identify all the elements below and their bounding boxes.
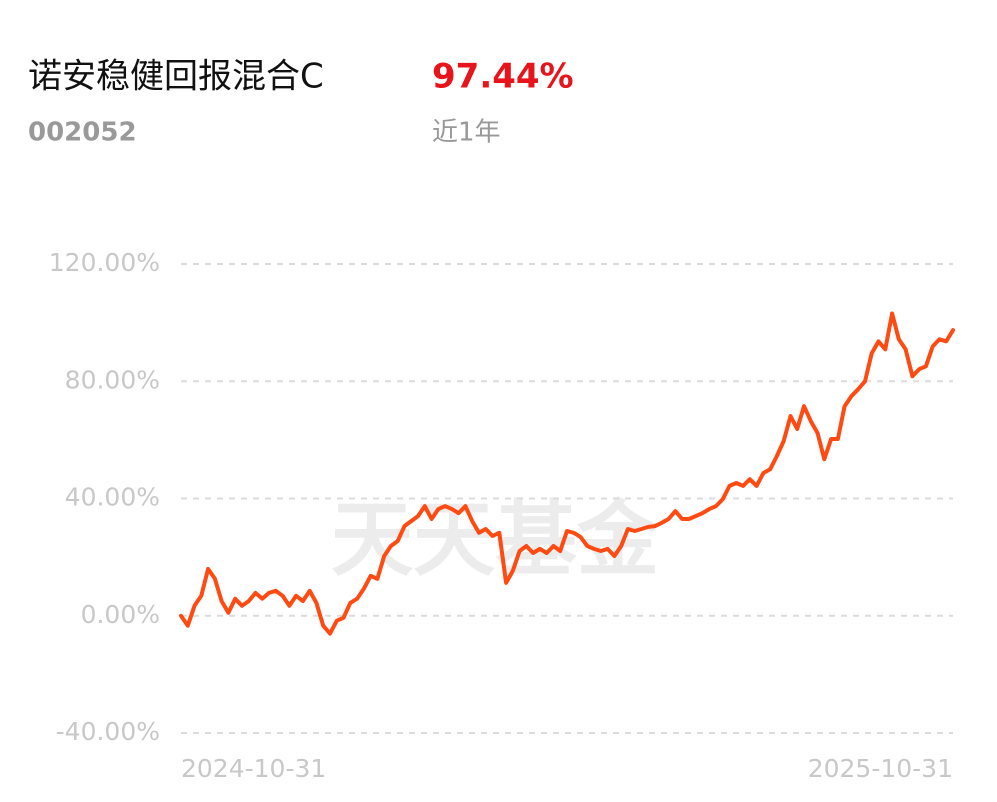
- fund-name: 诺安稳健回报混合C: [28, 57, 324, 97]
- x-tick-label: 2025-10-31: [808, 754, 953, 783]
- y-tick-label: 0.00%: [81, 600, 160, 629]
- x-tick-label: 2024-10-31: [181, 754, 326, 783]
- y-tick-label: 80.00%: [65, 365, 160, 394]
- watermark: 天天基金: [331, 492, 660, 587]
- y-tick-label: 120.00%: [49, 248, 160, 277]
- price-line: [179, 311, 955, 636]
- return-value: 97.44%: [432, 57, 574, 97]
- y-tick-label: 40.00%: [65, 483, 160, 512]
- y-tick-label: -40.00%: [56, 717, 160, 746]
- fund-code: 002052: [28, 118, 137, 148]
- period: 近1年: [432, 118, 501, 148]
